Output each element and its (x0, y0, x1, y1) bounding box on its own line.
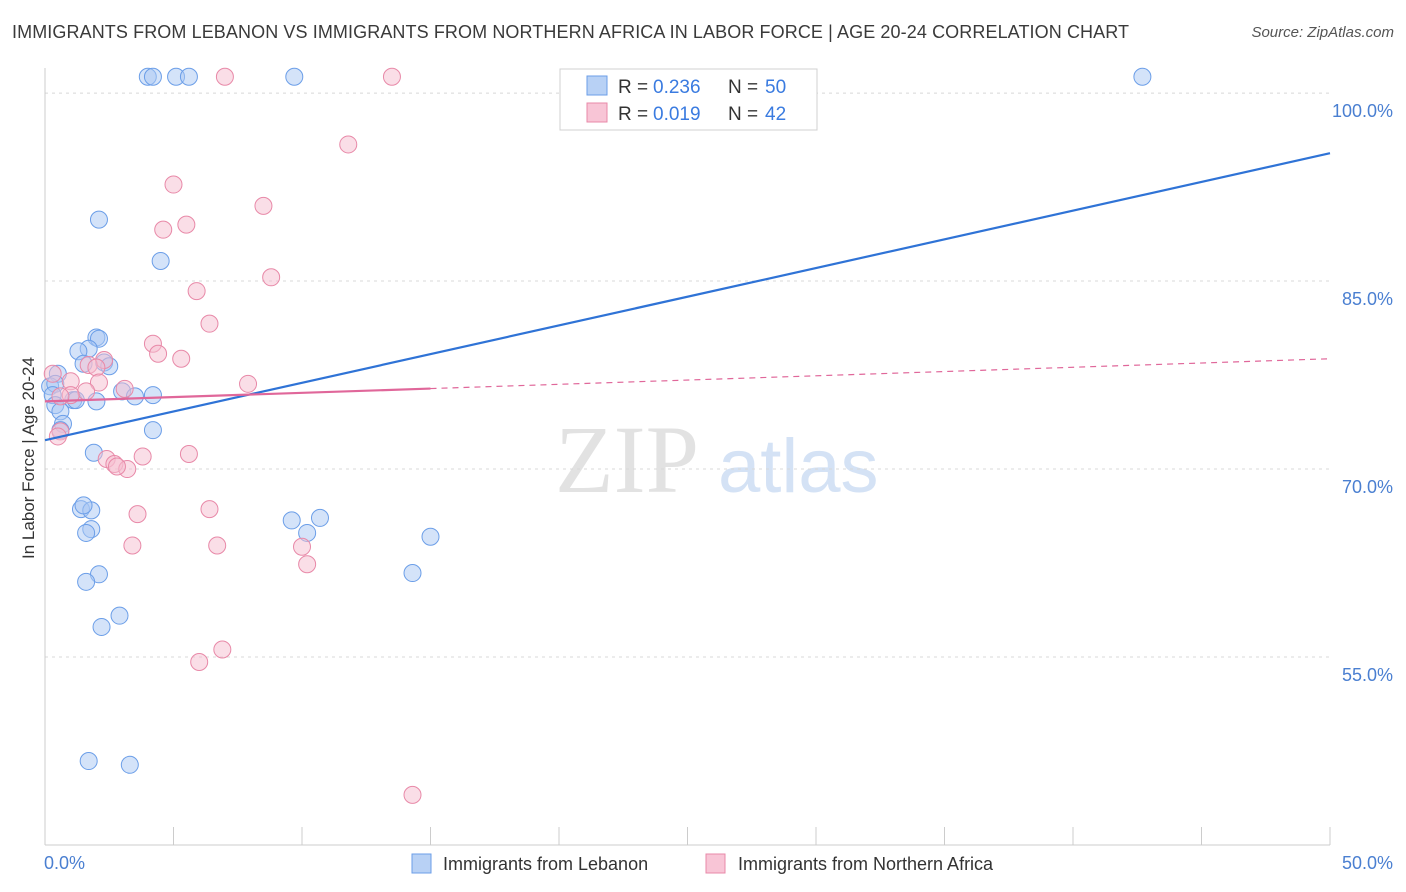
series-legend: Immigrants from Lebanon Immigrants from … (411, 853, 994, 874)
northern-africa-point-26 (179, 444, 198, 463)
stats-r-value-northern-africa: 0.019 (653, 104, 701, 125)
y-tick-label-2: 70.0% (1342, 477, 1393, 497)
lebanon-point-29 (143, 421, 162, 440)
y-tick-labels: 100.0% 85.0% 70.0% 55.0% (1332, 101, 1393, 685)
northern-africa-point-20 (239, 374, 258, 393)
northern-africa-point-6 (154, 220, 173, 239)
lebanon-point-5 (1133, 67, 1152, 86)
series-lebanon-points (41, 67, 1152, 774)
northern-africa-point-23 (51, 387, 70, 406)
x-tick-label-min: 0.0% (44, 853, 85, 873)
lebanon-point-3 (179, 67, 198, 86)
lebanon-point-44 (92, 617, 111, 636)
northern-africa-point-18 (89, 373, 108, 392)
stats-r-label-lebanon: R = (618, 77, 648, 98)
northern-africa-point-32 (128, 505, 147, 524)
northern-africa-point-9 (200, 314, 219, 333)
northern-africa-point-8 (187, 282, 206, 301)
lebanon-point-33 (74, 496, 93, 515)
northern-africa-point-19 (115, 379, 134, 398)
northern-africa-point-27 (133, 447, 152, 466)
x-tick-marks (173, 827, 1331, 845)
northern-africa-point-4 (254, 196, 273, 215)
stats-r-value-lebanon: 0.236 (653, 77, 701, 98)
northern-africa-point-1 (382, 67, 401, 86)
northern-africa-point-34 (123, 536, 142, 555)
trend-line-lebanon (44, 152, 1331, 442)
northern-africa-point-40 (403, 785, 422, 804)
legend-label-northern-africa: Immigrants from Northern Africa (738, 854, 994, 874)
northern-africa-point-12 (172, 349, 191, 368)
stats-n-value-northern-africa: 42 (765, 104, 786, 125)
y-tick-label-1: 85.0% (1342, 289, 1393, 309)
stats-swatch-lebanon (586, 75, 608, 96)
northern-africa-point-2 (339, 135, 358, 154)
northern-africa-point-3 (164, 175, 183, 194)
northern-africa-point-11 (149, 344, 168, 363)
lebanon-point-24 (143, 386, 162, 405)
northern-africa-point-16 (43, 364, 62, 383)
lebanon-point-6 (89, 210, 108, 229)
northern-africa-point-39 (190, 653, 209, 672)
watermark-atlas: atlas (718, 424, 879, 509)
lebanon-point-42 (403, 564, 422, 583)
lebanon-point-4 (285, 67, 304, 86)
lebanon-point-36 (282, 511, 301, 530)
stats-swatch-northern-africa (586, 102, 608, 123)
source-label: Source: ZipAtlas.com (1251, 24, 1394, 41)
northern-africa-point-31 (107, 457, 126, 476)
lebanon-point-37 (310, 508, 329, 527)
y-axis-label: In Labor Force | Age 20-24 (19, 357, 38, 559)
lebanon-point-46 (120, 755, 139, 774)
y-tick-label-3: 55.0% (1342, 665, 1393, 685)
legend-swatch-lebanon (411, 853, 432, 874)
lebanon-point-45 (79, 752, 98, 771)
y-tick-label-0: 100.0% (1332, 101, 1393, 121)
watermark-zip: ZIP (555, 406, 699, 513)
northern-africa-point-37 (298, 555, 317, 574)
northern-africa-point-38 (213, 640, 232, 659)
northern-africa-point-36 (293, 537, 311, 556)
stats-legend: R = 0.236 N = 50 R = 0.019 N = 42 (559, 68, 818, 131)
chart-title: IMMIGRANTS FROM LEBANON VS IMMIGRANTS FR… (12, 22, 1130, 42)
x-tick-label-max: 50.0% (1342, 853, 1393, 873)
lebanon-point-1 (143, 67, 162, 86)
northern-africa-point-7 (262, 268, 281, 287)
stats-n-label-lebanon: N = (728, 77, 758, 98)
series-northern-africa-points (43, 67, 422, 804)
stats-r-label-northern-africa: R = (618, 104, 648, 125)
northern-africa-point-35 (208, 536, 227, 555)
legend-label-lebanon: Immigrants from Lebanon (443, 854, 648, 874)
lebanon-point-7 (151, 251, 170, 270)
trend-line-northern-africa-extension (430, 358, 1331, 390)
lebanon-point-35 (77, 523, 96, 542)
trend-lines (44, 152, 1331, 442)
northern-africa-point-33 (200, 500, 219, 519)
lebanon-point-41 (77, 572, 96, 591)
lebanon-point-39 (421, 527, 440, 546)
stats-n-label-northern-africa: N = (728, 104, 758, 125)
northern-africa-point-15 (87, 358, 106, 377)
northern-africa-point-0 (215, 67, 234, 86)
lebanon-point-43 (110, 606, 129, 625)
northern-africa-point-21 (77, 382, 96, 401)
trend-line-northern-africa (44, 387, 431, 403)
legend-swatch-northern-africa (705, 853, 726, 874)
northern-africa-point-5 (177, 215, 196, 234)
stats-n-value-lebanon: 50 (765, 77, 786, 98)
gridlines (45, 92, 1330, 658)
